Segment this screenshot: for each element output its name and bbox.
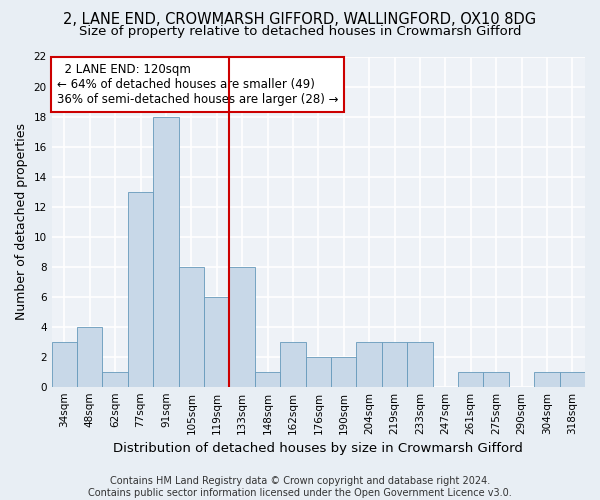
Text: Size of property relative to detached houses in Crowmarsh Gifford: Size of property relative to detached ho… [79, 25, 521, 38]
Bar [153, 116, 179, 386]
Text: Contains HM Land Registry data © Crown copyright and database right 2024.
Contai: Contains HM Land Registry data © Crown c… [88, 476, 512, 498]
Bar [229, 266, 255, 386]
Bar [103, 372, 128, 386]
Bar [356, 342, 382, 386]
Bar [179, 266, 204, 386]
X-axis label: Distribution of detached houses by size in Crowmarsh Gifford: Distribution of detached houses by size … [113, 442, 523, 455]
Bar [560, 372, 585, 386]
Bar [77, 326, 103, 386]
Y-axis label: Number of detached properties: Number of detached properties [15, 123, 28, 320]
Bar [534, 372, 560, 386]
Bar [128, 192, 153, 386]
Bar [255, 372, 280, 386]
Bar [382, 342, 407, 386]
Bar [52, 342, 77, 386]
Bar [458, 372, 484, 386]
Bar [407, 342, 433, 386]
Text: 2, LANE END, CROWMARSH GIFFORD, WALLINGFORD, OX10 8DG: 2, LANE END, CROWMARSH GIFFORD, WALLINGF… [64, 12, 536, 28]
Bar [331, 356, 356, 386]
Bar [484, 372, 509, 386]
Text: 2 LANE END: 120sqm
← 64% of detached houses are smaller (49)
36% of semi-detache: 2 LANE END: 120sqm ← 64% of detached hou… [57, 63, 338, 106]
Bar [305, 356, 331, 386]
Bar [204, 296, 229, 386]
Bar [280, 342, 305, 386]
